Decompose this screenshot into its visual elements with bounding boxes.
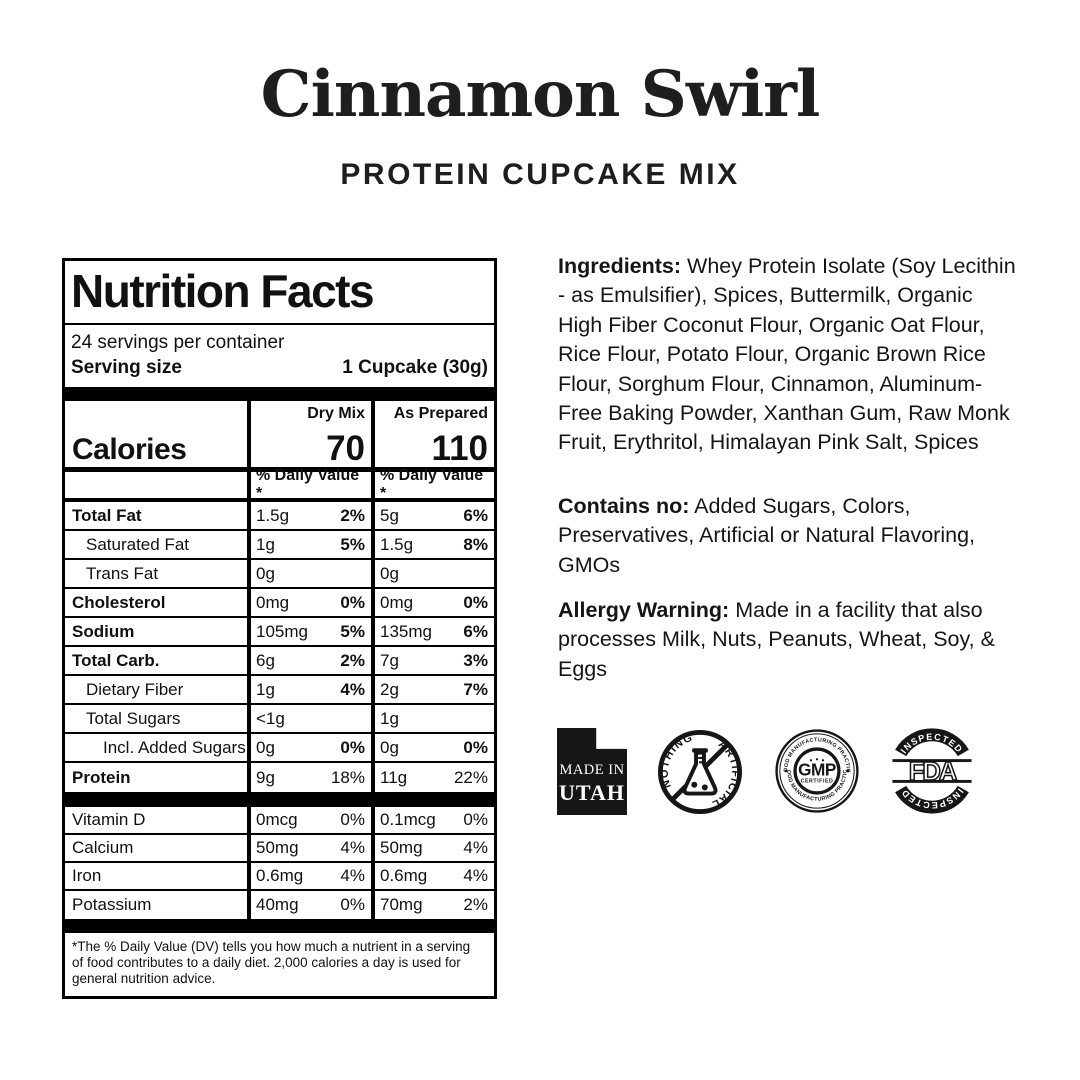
made-in-utah-badge: MADE IN UTAH [557, 728, 627, 815]
serving-size-row: Serving size 1 Cupcake (30g) [65, 355, 494, 381]
column-headers: Dry Mix As Prepared [65, 401, 494, 423]
calories-label: Calories [72, 433, 187, 466]
nutrition-facts-panel: Nutrition Facts 24 servings per containe… [62, 258, 497, 999]
badge-center-ring [793, 747, 841, 795]
daily-value-header-dry: % Daily Value * [256, 467, 360, 502]
fda-arc-text-top: INSPECTED [899, 732, 964, 756]
fda-top-line [892, 759, 972, 763]
divider [65, 323, 494, 325]
nutrient-row-total-sugars: Total Sugars <1g 1g [65, 705, 494, 734]
svg-text:ARTIFICIAL: ARTIFICIAL [709, 738, 741, 810]
nutrient-row-added-sugars: Incl. Added Sugars 0g 0% 0g 0% [65, 734, 494, 763]
flask-icon [682, 748, 718, 796]
ingredients-text: Whey Protein Isolate (Soy Lecithin - as … [558, 254, 1016, 455]
fda-arc-text-bottom: INSPECTED [899, 787, 966, 811]
nutrient-row-iron: Iron 0.6mg 4% 0.6mg 4% [65, 863, 494, 891]
fda-bottom-band: INSPECTED [899, 787, 966, 811]
fda-center-text: FDA [909, 758, 957, 786]
nutrient-row-dietary-fiber: Dietary Fiber 1g 4% 2g 7% [65, 676, 494, 705]
badge-arc-text-artificial: ARTIFICIAL [709, 738, 740, 810]
column-header-dry-mix: Dry Mix [307, 405, 365, 422]
thick-bar-segmented [65, 792, 494, 807]
nutrition-columns: Dry Mix As Prepared Calories 70 110 % Da… [65, 401, 494, 919]
daily-value-header-row: % Daily Value * % Daily Value * [65, 467, 494, 502]
allergy-warning-paragraph: Allergy Warning: Made in a facility that… [558, 596, 1016, 684]
calories-dry-value: 70 [326, 429, 365, 468]
allergy-warning-label: Allergy Warning: [558, 598, 730, 622]
nutrient-row-total-carb: Total Carb. 6g 2% 7g 3% [65, 647, 494, 676]
nutrient-row-calcium: Calcium 50mg 4% 50mg 4% [65, 835, 494, 863]
nutrient-row-total-fat: Total Fat 1.5g 2% 5g 6% [65, 502, 494, 531]
allergy-warning-text: Made in a facility that also processes M… [558, 598, 995, 681]
badge-circle [657, 729, 743, 815]
svg-text:INSPECTED: INSPECTED [899, 732, 966, 756]
fda-bottom-line [892, 779, 972, 783]
nutrient-row-protein: Protein 9g 18% 11g 22% [72, 767, 488, 787]
nutrient-row-vitamin-d: Vitamin D 0mcg 0% 0.1mcg 0% [65, 807, 494, 835]
made-in-utah-line1: MADE IN [559, 762, 625, 778]
fda-inspected-badge: INSPECTED INSPECTED FDA [892, 726, 972, 816]
serving-size-label: Serving size [71, 357, 182, 378]
gmp-certified-badge: GOOD MANUFACTURING PRACTICE GOOD MANUFAC… [774, 727, 859, 813]
serving-size-value: 1 Cupcake (30g) [342, 357, 488, 378]
nutrient-row-saturated-fat: Saturated Fat 1g 5% 1.5g 8% [65, 531, 494, 560]
calories-row: Calories 70 110 [65, 423, 494, 472]
badge-outer-ring [775, 729, 859, 813]
nothing-artificial-badge: NOTHING ARTIFICIAL [657, 729, 743, 815]
svg-text:INSPECTED: INSPECTED [899, 787, 966, 811]
column-header-as-prepared: As Prepared [393, 405, 488, 422]
badge-inner-ring [779, 733, 855, 809]
contains-no-text: Added Sugars, Colors, Preservatives, Art… [558, 494, 976, 577]
nutrient-row-cholesterol: Cholesterol 0mg 0% 0mg 0% [65, 589, 494, 618]
made-in-utah-line2: UTAH [559, 780, 625, 805]
nutrient-row-sodium: Sodium 105mg 5% 135mg 6% [65, 618, 494, 647]
gmp-center-text: GMP [798, 760, 836, 780]
product-subtitle: PROTEIN CUPCAKE MIX [340, 158, 740, 191]
nutrient-row-potassium: Potassium 40mg 0% 70mg 2% [72, 895, 488, 914]
contains-no-label: Contains no: [558, 494, 690, 518]
fda-top-band: INSPECTED [899, 732, 966, 756]
ingredients-label: Ingredients: [558, 254, 682, 278]
nutrition-facts-title: Nutrition Facts [71, 265, 375, 317]
thick-bar [65, 387, 494, 401]
daily-value-header-prepared: % Daily Value * [380, 467, 484, 502]
column-divider [371, 401, 375, 919]
product-title: Cinnamon Swirl [260, 57, 821, 132]
nutrient-row-trans-fat: Trans Fat 0g 0g [65, 560, 494, 589]
calories-prepared-value: 110 [431, 429, 488, 468]
thick-bar [65, 919, 494, 933]
daily-value-footnote: *The % Daily Value (DV) tells you how mu… [72, 939, 471, 986]
ingredients-paragraph: Ingredients: Whey Protein Isolate (Soy L… [558, 252, 1016, 458]
column-divider [247, 401, 251, 919]
gmp-sub-text: CERTIFIED [801, 779, 834, 785]
contains-no-paragraph: Contains no: Added Sugars, Colors, Prese… [558, 492, 1016, 580]
servings-per-container: 24 servings per container [71, 332, 285, 353]
